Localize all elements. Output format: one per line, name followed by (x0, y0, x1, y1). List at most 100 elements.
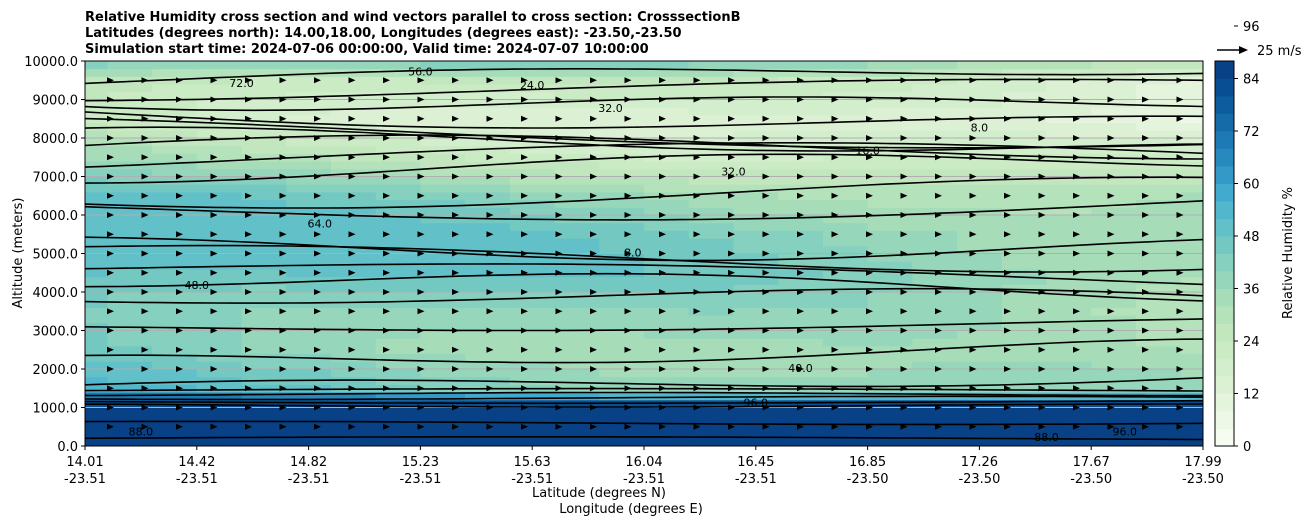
wind-vector (797, 404, 804, 411)
humidity-cell (509, 276, 556, 285)
humidity-cell (778, 99, 824, 108)
wind-vector (279, 231, 287, 238)
humidity-cell (867, 384, 914, 393)
humidity-cell (331, 184, 377, 193)
wind-vector (314, 404, 321, 411)
wind-vector (1038, 404, 1046, 411)
humidity-cell (241, 199, 288, 208)
humidity-cell (554, 191, 601, 201)
humidity-cell (465, 369, 511, 378)
humidity-cell (1001, 253, 1048, 262)
wind-vector (762, 231, 770, 238)
humidity-cell (1001, 430, 1048, 439)
wind-vector (590, 385, 597, 392)
wind-vector (1073, 366, 1080, 372)
humidity-cell (1135, 245, 1182, 254)
contour-label: 64.0 (308, 218, 333, 231)
humidity-cell (733, 361, 780, 370)
humidity-cell (1091, 91, 1137, 100)
wind-vector (624, 173, 632, 180)
humidity-cell (286, 322, 332, 331)
humidity-cell (688, 369, 735, 378)
humidity-cell (196, 253, 243, 262)
wind-vector (797, 96, 804, 103)
wind-vector (900, 366, 908, 372)
wind-vector (1176, 96, 1184, 103)
colorbar-swatch (1215, 428, 1234, 447)
humidity-cell (1135, 322, 1182, 331)
humidity-cell (331, 315, 377, 324)
humidity-cell (644, 130, 690, 139)
humidity-cell (733, 84, 780, 93)
humidity-cell (688, 345, 735, 355)
wind-vector (107, 231, 114, 238)
wind-vector (831, 115, 839, 122)
wind-vector (279, 115, 287, 122)
humidity-cell (822, 215, 869, 224)
humidity-cell (554, 422, 601, 432)
humidity-cell (420, 276, 467, 285)
humidity-cell (778, 322, 824, 331)
humidity-cell (688, 276, 735, 285)
wind-vector (900, 135, 908, 141)
humidity-cell (107, 369, 154, 378)
wind-vector (210, 385, 218, 392)
humidity-cell (778, 284, 824, 293)
humidity-cell (957, 276, 1003, 285)
humidity-cell (509, 307, 556, 316)
wind-vector (1073, 289, 1080, 295)
wind-vector (1142, 366, 1149, 372)
wind-vector (969, 404, 977, 411)
wind-vector (693, 404, 701, 411)
humidity-cell (331, 330, 377, 339)
humidity-cell (688, 422, 735, 432)
humidity-cell (867, 168, 914, 177)
wind-vector (624, 96, 632, 103)
colorbar-swatch (1215, 271, 1234, 289)
humidity-cell (420, 407, 467, 416)
humidity-cell (688, 230, 735, 239)
wind-vector (452, 289, 459, 295)
humidity-cell (778, 361, 824, 370)
humidity-cell (1001, 68, 1048, 77)
wind-vector (348, 77, 356, 84)
wind-vector (417, 423, 425, 430)
humidity-cell (1135, 207, 1182, 216)
humidity-cell (599, 84, 645, 93)
humidity-cell (1001, 415, 1048, 424)
humidity-cell (644, 415, 690, 424)
wind-vector (1004, 231, 1011, 238)
contour-label: 88.0 (129, 425, 154, 438)
humidity-cell (599, 361, 645, 370)
humidity-cell (644, 99, 690, 108)
wind-vector (728, 346, 735, 353)
wind-vector (555, 404, 563, 411)
y-tick-label: 10000.0 (24, 55, 78, 70)
humidity-cell (957, 415, 1003, 424)
humidity-cell (241, 153, 288, 162)
humidity-cell (644, 84, 690, 93)
humidity-cell (241, 130, 288, 139)
humidity-cell (1180, 215, 1203, 224)
humidity-cell (1001, 384, 1048, 393)
humidity-cell (688, 322, 735, 331)
wind-vector (1176, 77, 1184, 84)
humidity-cell (1091, 299, 1137, 308)
humidity-cell (599, 392, 645, 401)
wind-vector (1176, 231, 1184, 238)
wind-vector (1107, 77, 1115, 84)
wind-vector (348, 154, 356, 161)
colorbar-swatch (1215, 96, 1234, 114)
wind-vector (348, 269, 356, 276)
wind-vector (210, 346, 218, 353)
humidity-cell (152, 222, 198, 231)
humidity-cell (599, 238, 645, 247)
humidity-cell (688, 68, 735, 77)
humidity-cell (331, 199, 377, 208)
humidity-cell (957, 84, 1003, 93)
wind-vector (417, 404, 425, 411)
humidity-cell (1046, 322, 1093, 331)
humidity-cell (152, 299, 198, 308)
humidity-cell (822, 299, 869, 308)
